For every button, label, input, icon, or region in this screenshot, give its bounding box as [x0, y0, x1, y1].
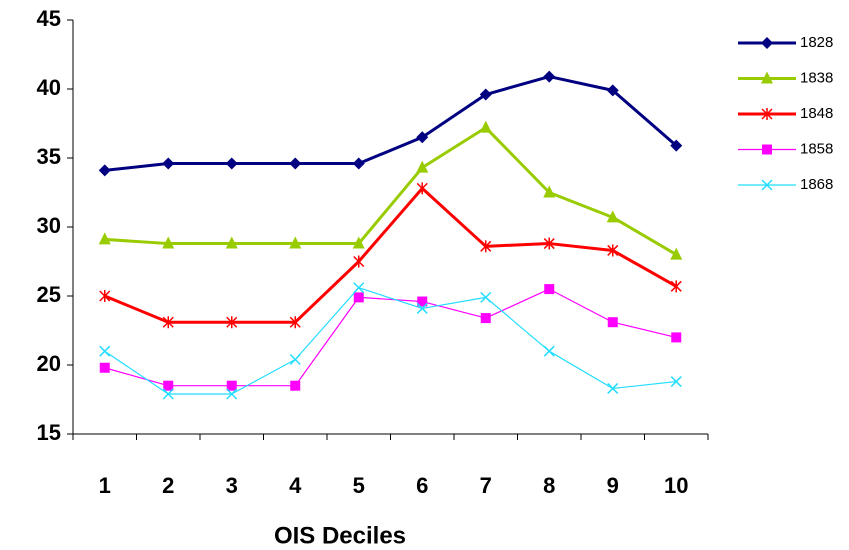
data-point	[670, 247, 683, 260]
data-point	[543, 237, 555, 250]
legend-marker	[761, 71, 773, 84]
data-point	[226, 316, 238, 329]
data-point	[416, 131, 429, 144]
data-point	[289, 157, 302, 170]
data-point	[479, 88, 492, 101]
y-tick-label: 40	[37, 75, 61, 100]
data-point	[99, 362, 110, 373]
data-point	[480, 240, 492, 253]
y-tick-label: 15	[37, 420, 61, 445]
data-point	[353, 255, 365, 268]
data-point	[670, 139, 683, 152]
legend-label: 1828	[800, 34, 833, 51]
data-point	[98, 232, 111, 245]
data-point	[289, 353, 301, 366]
data-point	[290, 380, 301, 391]
legend-label: 1838	[800, 69, 833, 86]
data-point	[162, 388, 174, 400]
y-tick-label: 25	[37, 282, 61, 307]
data-point	[670, 376, 682, 388]
data-point	[99, 290, 111, 302]
x-tick-label: 3	[226, 473, 238, 498]
x-tick-label: 7	[480, 473, 492, 498]
x-axis-title: OIS Deciles	[274, 522, 406, 549]
x-tick-label: 8	[543, 473, 555, 498]
data-point	[544, 284, 555, 295]
data-point	[416, 182, 428, 195]
data-point	[352, 157, 365, 170]
data-point	[226, 380, 237, 391]
legend-label: 1848	[800, 105, 833, 122]
data-point	[479, 120, 492, 133]
series-line	[104, 287, 677, 395]
y-tick-label: 30	[37, 213, 61, 238]
data-point	[606, 84, 619, 97]
data-point	[607, 317, 618, 328]
x-tick-label: 1	[99, 473, 111, 498]
y-tick-label: 45	[37, 6, 61, 31]
data-point	[417, 296, 428, 307]
data-point	[353, 282, 365, 294]
legend-marker	[762, 144, 772, 155]
data-point	[163, 380, 174, 391]
series-line	[104, 126, 678, 256]
data-point	[670, 280, 682, 293]
data-point	[98, 164, 111, 177]
series-line	[104, 186, 677, 324]
data-point	[480, 291, 492, 303]
x-tick-label: 2	[162, 473, 174, 498]
legend-label: 1858	[800, 140, 833, 157]
legend-marker	[761, 179, 773, 191]
data-point	[225, 236, 238, 249]
data-point	[416, 160, 429, 173]
x-tick-label: 6	[416, 473, 428, 498]
legend-label: 1868	[800, 176, 833, 193]
data-point	[289, 236, 302, 249]
series-line	[104, 288, 677, 387]
y-tick-label: 20	[37, 351, 61, 376]
data-point	[162, 236, 175, 249]
data-point	[162, 157, 175, 170]
data-point	[352, 236, 365, 249]
x-tick-label: 5	[353, 473, 365, 498]
y-tick-label: 35	[37, 144, 61, 169]
data-point	[671, 332, 682, 343]
data-point	[607, 382, 619, 394]
x-tick-label: 4	[289, 473, 302, 498]
x-tick-label: 9	[607, 473, 619, 498]
data-point	[353, 292, 364, 303]
legend-marker	[761, 37, 773, 49]
legend-marker	[761, 108, 773, 120]
data-point	[607, 244, 619, 257]
x-tick-label: 10	[664, 473, 688, 498]
data-point	[162, 316, 174, 329]
data-point	[289, 316, 301, 329]
data-point	[99, 345, 111, 357]
data-point	[480, 313, 491, 324]
data-point	[225, 157, 238, 170]
data-point	[606, 210, 619, 223]
data-point	[543, 345, 555, 357]
series-line	[104, 75, 678, 172]
data-point	[543, 70, 556, 83]
data-point	[416, 302, 428, 314]
data-point	[543, 185, 556, 198]
data-point	[226, 388, 238, 400]
